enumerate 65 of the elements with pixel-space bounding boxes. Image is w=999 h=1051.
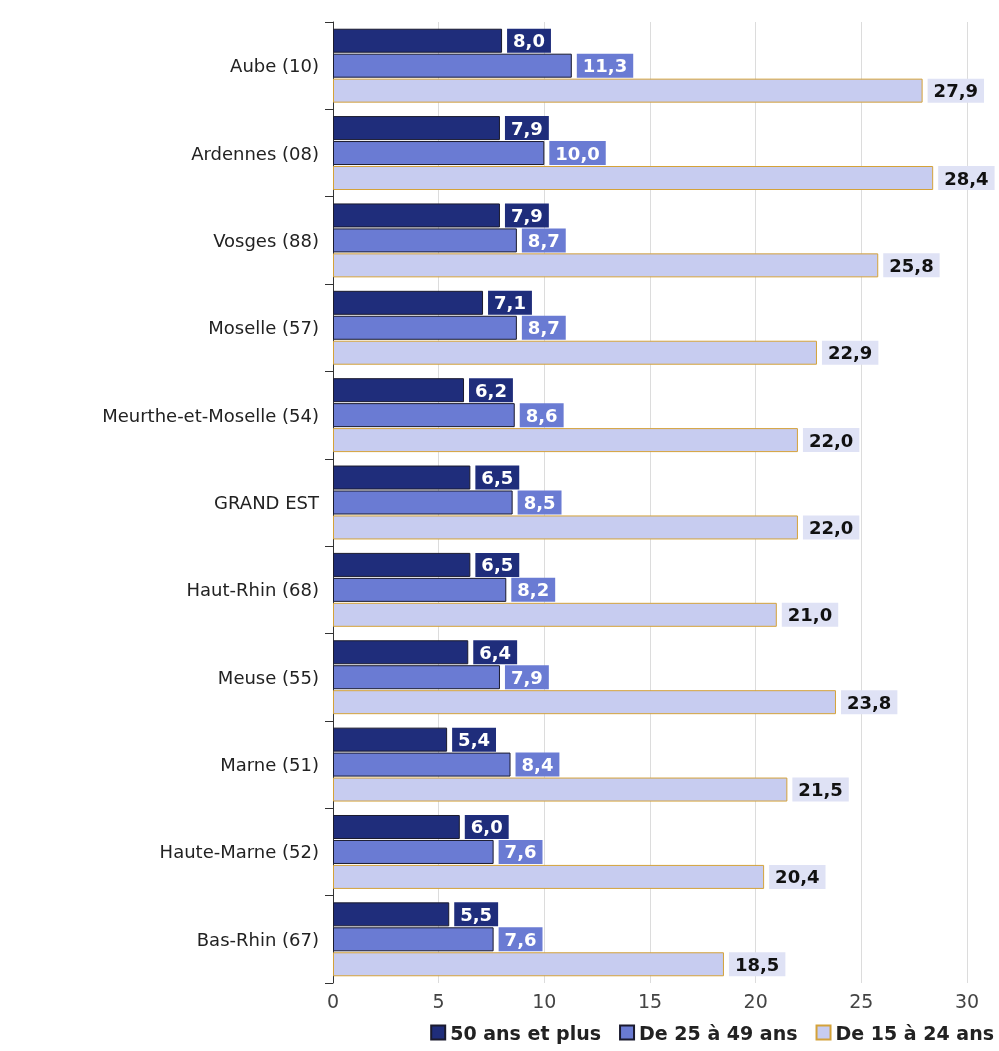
data-label: 6,0 bbox=[470, 816, 503, 838]
data-label: 23,8 bbox=[846, 691, 892, 713]
bar bbox=[333, 340, 817, 365]
data-label: 21,5 bbox=[798, 779, 843, 801]
y-tick-label: Haute-Marne (52) bbox=[159, 841, 319, 863]
x-tick-label: 5 bbox=[432, 989, 445, 1012]
y-tick-label: Aube (10) bbox=[230, 55, 319, 77]
data-label: 22,9 bbox=[827, 342, 873, 364]
data-label: 6,5 bbox=[481, 554, 514, 576]
data-label: 20,4 bbox=[775, 866, 820, 888]
y-tick-label: Bas-Rhin (67) bbox=[196, 928, 319, 950]
y-tick-label: Meuse (55) bbox=[217, 666, 319, 688]
data-label: 8,5 bbox=[523, 492, 556, 513]
y-tick-label: Meurthe-et-Moselle (54) bbox=[102, 404, 319, 426]
data-label: 7,9 bbox=[510, 117, 543, 139]
data-label: 28,4 bbox=[944, 167, 989, 189]
data-label: 6,5 bbox=[481, 467, 514, 489]
x-tick-label: 0 bbox=[326, 989, 340, 1012]
bar bbox=[333, 777, 788, 802]
data-label: 25,8 bbox=[889, 254, 934, 276]
data-label: 8,7 bbox=[527, 317, 560, 339]
x-tick-label: 10 bbox=[532, 989, 557, 1012]
data-label: 7,6 bbox=[504, 841, 537, 863]
data-label: 5,5 bbox=[460, 903, 493, 925]
bar bbox=[333, 253, 879, 278]
data-label: 10,0 bbox=[555, 142, 600, 164]
data-label: 7,9 bbox=[510, 666, 543, 688]
legend-label: 50 ans et plus bbox=[450, 1021, 602, 1044]
bar bbox=[333, 864, 765, 889]
bar bbox=[333, 952, 724, 977]
y-tick-label: Haut-Rhin (68) bbox=[186, 579, 319, 601]
bar bbox=[333, 690, 836, 715]
x-tick-label: 25 bbox=[849, 989, 874, 1012]
data-label: 8,4 bbox=[521, 754, 554, 776]
legend-label: De 15 à 24 ans bbox=[835, 1021, 995, 1044]
data-label: 11,3 bbox=[582, 55, 628, 77]
legend-label: De 25 à 49 ans bbox=[639, 1021, 798, 1044]
bar bbox=[333, 602, 777, 627]
data-label: 8,2 bbox=[517, 579, 550, 601]
data-label: 7,9 bbox=[510, 204, 543, 226]
data-label: 5,4 bbox=[458, 729, 491, 751]
y-tick-label: Moselle (57) bbox=[208, 317, 319, 339]
data-label: 8,6 bbox=[525, 404, 558, 426]
data-label: 6,4 bbox=[479, 641, 512, 663]
bar bbox=[333, 166, 934, 191]
data-label: 22,0 bbox=[808, 516, 854, 538]
data-label: 27,9 bbox=[933, 80, 979, 102]
y-tick-label: Marne (51) bbox=[220, 754, 319, 776]
data-label: 22,0 bbox=[808, 429, 854, 451]
data-label: 6,2 bbox=[475, 379, 507, 401]
x-tick-label: 30 bbox=[954, 989, 980, 1012]
bar bbox=[333, 515, 798, 540]
bar bbox=[333, 78, 923, 103]
x-tick-label: 15 bbox=[637, 989, 663, 1012]
data-label: 7,6 bbox=[504, 928, 537, 950]
data-label: 18,5 bbox=[734, 953, 780, 975]
y-tick-label: GRAND EST bbox=[214, 492, 320, 513]
data-label: 8,7 bbox=[527, 229, 560, 251]
y-tick-label: Ardennes (08) bbox=[191, 142, 319, 164]
bar bbox=[333, 428, 798, 453]
data-label: 8,0 bbox=[513, 30, 545, 52]
y-tick-label: Vosges (88) bbox=[213, 229, 319, 251]
data-label: 21,0 bbox=[787, 604, 833, 626]
data-label: 7,1 bbox=[494, 292, 526, 314]
x-tick-label: 20 bbox=[743, 989, 768, 1012]
